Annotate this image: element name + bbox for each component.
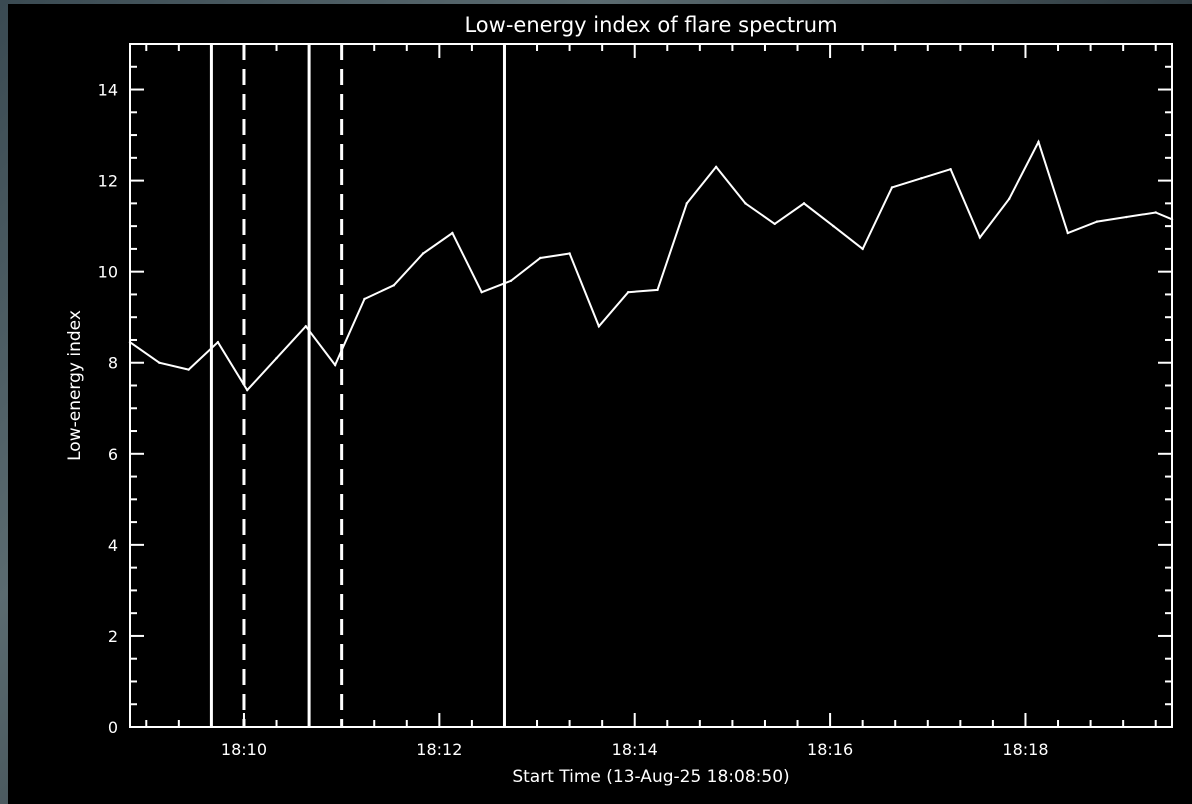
series-line	[129, 139, 1173, 392]
vertical-markers	[209, 44, 506, 727]
data-point	[1170, 218, 1174, 221]
data-point	[539, 256, 542, 260]
x-axis-label: Start Time (13-Aug-25 18:08:50)	[512, 767, 789, 787]
data-point	[216, 341, 220, 344]
data-point	[1037, 140, 1040, 144]
x-tick-label: 18:18	[1002, 740, 1048, 759]
data-point	[187, 368, 190, 371]
data-point	[1066, 231, 1070, 235]
data-point	[890, 186, 894, 189]
axes: 0 2 4 6 8 10 12 14 18:10 18:12 18:14 18:16 18:18	[98, 43, 1173, 759]
y-tick-label: 0	[108, 718, 118, 737]
data-point	[920, 177, 923, 180]
data-point	[978, 236, 982, 239]
series-group	[128, 139, 1174, 392]
data-point	[509, 279, 513, 282]
data-point	[832, 224, 835, 228]
plot-frame	[129, 43, 1173, 728]
data-point	[1125, 215, 1128, 219]
data-point	[421, 252, 425, 255]
x-tick-label: 18:12	[416, 740, 462, 759]
x-tick-label: 18:16	[807, 740, 853, 759]
y-tick-label: 12	[98, 172, 118, 191]
data-point	[1154, 211, 1157, 214]
data-point	[773, 222, 776, 226]
y-tick-label: 4	[108, 536, 118, 555]
data-point	[861, 247, 864, 251]
data-point	[597, 325, 601, 328]
data-point	[802, 202, 806, 205]
data-point	[158, 361, 161, 364]
data-point	[304, 325, 308, 328]
y-axis-label: Low-energy index	[65, 310, 85, 461]
data-point	[685, 202, 689, 205]
chart-title: Low-energy index of flare spectrum	[464, 13, 837, 37]
data-point	[363, 297, 366, 301]
y-tick-label: 8	[108, 354, 118, 373]
y-tick-label: 6	[108, 445, 118, 464]
data-point	[744, 202, 747, 205]
data-point	[128, 341, 132, 344]
data-point	[714, 165, 718, 169]
x-tick-label: 18:14	[612, 740, 658, 759]
data-point	[246, 388, 249, 392]
y-tick-label: 14	[98, 81, 118, 100]
data-point	[333, 363, 337, 367]
data-point	[568, 252, 571, 255]
plot-window: Low-energy index of flare spectrum Start…	[8, 4, 1192, 804]
data-point	[1007, 197, 1011, 201]
data-point	[451, 231, 454, 235]
data-point	[275, 356, 278, 360]
data-point	[949, 168, 952, 171]
chart-svg: Low-energy index of flare spectrum Start…	[65, 13, 1174, 787]
data-point	[656, 288, 659, 292]
data-point	[627, 290, 630, 294]
data-point	[1095, 220, 1099, 223]
data-point	[480, 290, 483, 294]
y-tick-label: 10	[98, 263, 118, 282]
y-tick-label: 2	[108, 627, 118, 646]
x-tick-label: 18:10	[221, 740, 267, 759]
data-point	[392, 284, 395, 287]
